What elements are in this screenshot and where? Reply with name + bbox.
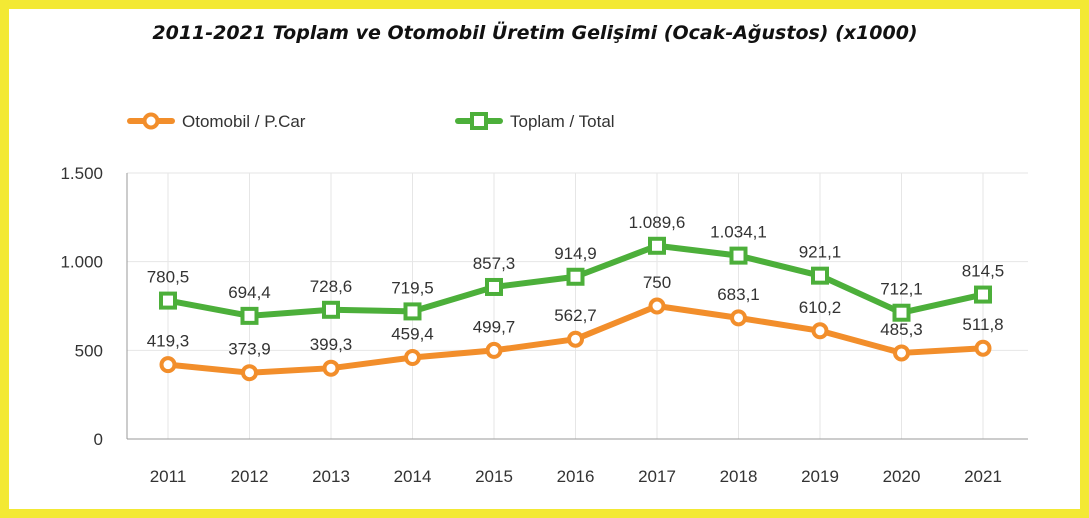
data-label-toplam: 728,6 bbox=[310, 277, 353, 296]
data-label-otomobil: 485,3 bbox=[880, 320, 923, 339]
data-label-toplam: 1.034,1 bbox=[710, 223, 767, 242]
y-tick-label: 1.000 bbox=[60, 253, 103, 272]
legend-label-otomobil: Otomobil / P.Car bbox=[182, 112, 306, 131]
y-tick-label: 0 bbox=[94, 430, 103, 449]
data-label-toplam: 712,1 bbox=[880, 280, 923, 299]
legend-marker-toplam bbox=[470, 112, 488, 130]
data-label-otomobil: 562,7 bbox=[554, 306, 597, 325]
y-tick-label: 500 bbox=[75, 341, 103, 360]
data-label-toplam: 1.089,6 bbox=[629, 213, 686, 232]
data-label-toplam: 914,9 bbox=[554, 244, 597, 263]
data-point-toplam bbox=[974, 285, 992, 304]
data-point-otomobil bbox=[322, 359, 340, 377]
data-point-toplam bbox=[566, 267, 585, 286]
data-label-otomobil: 399,3 bbox=[310, 335, 353, 354]
data-label-otomobil: 750 bbox=[643, 273, 671, 292]
x-tick-label: 2012 bbox=[231, 467, 269, 486]
x-tick-label: 2017 bbox=[638, 467, 676, 486]
data-point-otomobil bbox=[159, 356, 177, 374]
data-point-toplam bbox=[729, 246, 748, 265]
legend-marker-otomobil bbox=[142, 112, 160, 130]
data-label-otomobil: 511,8 bbox=[962, 315, 1003, 334]
x-tick-label: 2015 bbox=[475, 467, 513, 486]
data-point-toplam bbox=[648, 236, 666, 255]
x-tick-label: 2020 bbox=[883, 467, 921, 486]
x-tick-label: 2019 bbox=[801, 467, 839, 486]
data-point-otomobil bbox=[893, 344, 910, 362]
data-label-toplam: 814,5 bbox=[962, 262, 1005, 281]
y-tick-label: 1.500 bbox=[60, 164, 103, 183]
data-point-toplam bbox=[892, 303, 911, 322]
data-point-otomobil bbox=[241, 364, 258, 382]
data-label-otomobil: 459,4 bbox=[391, 325, 434, 344]
data-point-otomobil bbox=[974, 339, 992, 357]
legend-label-toplam: Toplam / Total bbox=[510, 112, 615, 131]
x-tick-label: 2016 bbox=[557, 467, 595, 486]
x-tick-label: 2013 bbox=[312, 467, 350, 486]
data-point-otomobil bbox=[404, 349, 421, 367]
data-label-toplam: 694,4 bbox=[228, 283, 271, 302]
data-label-otomobil: 683,1 bbox=[717, 285, 760, 304]
data-point-toplam bbox=[811, 266, 829, 285]
data-label-toplam: 780,5 bbox=[147, 268, 190, 287]
data-point-otomobil bbox=[811, 322, 829, 340]
data-label-toplam: 857,3 bbox=[473, 254, 516, 273]
data-point-toplam bbox=[240, 306, 259, 325]
x-tick-label: 2018 bbox=[720, 467, 758, 486]
data-point-otomobil bbox=[730, 309, 747, 327]
x-tick-label: 2011 bbox=[150, 467, 187, 486]
data-point-toplam bbox=[322, 300, 340, 319]
data-point-otomobil bbox=[567, 330, 584, 348]
data-point-otomobil bbox=[485, 341, 503, 359]
data-point-toplam bbox=[485, 277, 503, 296]
x-tick-label: 2014 bbox=[394, 467, 432, 486]
data-label-otomobil: 610,2 bbox=[799, 298, 842, 317]
data-label-toplam: 921,1 bbox=[799, 243, 842, 262]
data-point-toplam bbox=[403, 302, 422, 321]
data-point-toplam bbox=[159, 291, 177, 310]
data-label-otomobil: 419,3 bbox=[147, 332, 190, 351]
data-label-toplam: 719,5 bbox=[391, 278, 434, 297]
x-tick-label: 2021 bbox=[964, 467, 1002, 486]
data-label-otomobil: 499,7 bbox=[473, 317, 516, 336]
data-point-otomobil bbox=[648, 297, 666, 315]
data-label-otomobil: 373,9 bbox=[228, 340, 271, 359]
chart-title: 2011-2021 Toplam ve Otomobil Üretim Geli… bbox=[152, 22, 918, 44]
